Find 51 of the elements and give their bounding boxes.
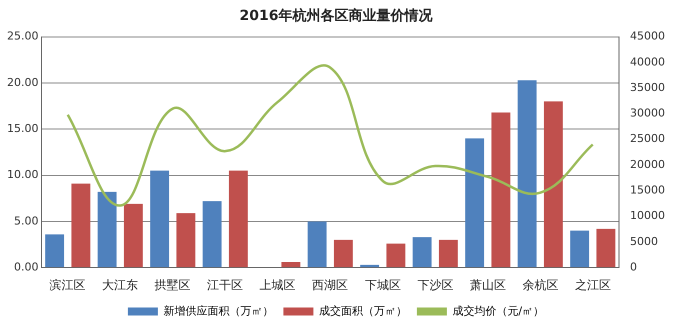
bar (518, 80, 537, 268)
y-tick-label: 20.00 (6, 76, 38, 89)
x-tick-label: 下沙区 (417, 278, 454, 292)
y2-tick-label: 45000 (630, 30, 666, 43)
bar (202, 201, 222, 268)
bar (308, 221, 327, 268)
bar (98, 192, 117, 268)
legend-label: 新增供应面积（万㎡） (163, 304, 274, 318)
legend-label: 成交面积（万㎡） (318, 304, 407, 318)
y2-tick-label: 20000 (630, 158, 666, 171)
y-tick-label: 0.00 (14, 260, 38, 274)
x-tick-label: 余杭区 (522, 278, 558, 292)
x-tick-label: 下城区 (364, 278, 401, 292)
y2-tick-label: 40000 (630, 55, 666, 68)
bar (596, 228, 616, 268)
y2-tick-label: 5000 (630, 234, 658, 248)
y2-tick-label: 30000 (630, 106, 666, 120)
y2-tick-label: 25000 (630, 132, 666, 146)
y2-tick-label: 0 (630, 260, 638, 274)
x-tick-label: 拱墅区 (154, 278, 191, 292)
y-tick-label: 15.00 (6, 122, 38, 135)
x-tick-label: 之江区 (574, 278, 611, 292)
y-tick-label: 5.00 (14, 214, 38, 228)
y-tick-label: 25.00 (6, 30, 38, 43)
x-tick-label: 西湖区 (312, 278, 348, 292)
y2-tick-label: 10000 (630, 209, 666, 222)
bar (465, 138, 484, 268)
bar (228, 170, 248, 268)
bar (150, 170, 170, 268)
y-tick-label: 10.00 (6, 168, 38, 182)
chart-title: 2016年杭州各区商业量价情况 (240, 7, 434, 24)
x-tick-label: 上城区 (260, 278, 296, 292)
bar (491, 112, 510, 268)
bar (570, 230, 590, 268)
y2-tick-label: 35000 (630, 80, 666, 94)
x-tick-label: 江干区 (207, 278, 244, 292)
bar (544, 101, 563, 268)
bar (438, 240, 458, 268)
x-tick-label: 萧山区 (470, 278, 506, 292)
bar (124, 204, 143, 268)
legend-label: 成交均价（元/㎡） (452, 304, 544, 318)
x-tick-label: 滨江区 (50, 278, 86, 292)
bar (412, 237, 432, 268)
bar (281, 262, 300, 268)
bar (386, 244, 406, 268)
x-tick-label: 大江东 (102, 278, 138, 292)
bar (45, 234, 64, 268)
bar (176, 213, 196, 268)
bar (334, 240, 353, 268)
bar (71, 184, 90, 268)
y2-tick-label: 15000 (630, 184, 666, 197)
